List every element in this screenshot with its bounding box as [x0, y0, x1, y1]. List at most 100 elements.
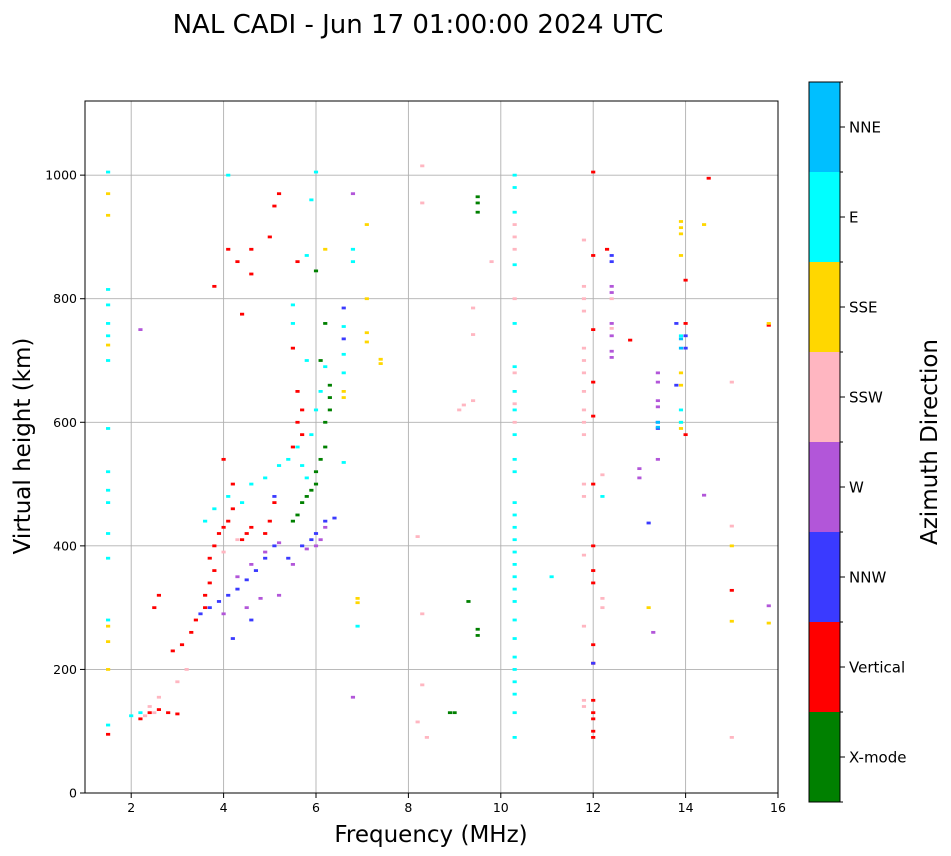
- data-point: [313, 170, 319, 174]
- data-point: [628, 338, 633, 342]
- data-point: [512, 736, 517, 739]
- data-point: [212, 569, 217, 572]
- data-point: [420, 164, 425, 168]
- data-point: [323, 420, 328, 424]
- data-point: [106, 618, 111, 622]
- y-tick-label: 1000: [45, 168, 77, 183]
- data-point: [290, 303, 295, 307]
- data-point: [581, 408, 587, 412]
- data-point: [221, 550, 226, 554]
- x-tick-label: 8: [404, 800, 412, 815]
- data-point: [364, 223, 369, 226]
- data-point: [106, 624, 111, 628]
- data-point: [216, 600, 222, 603]
- data-point: [729, 588, 734, 592]
- data-point: [420, 612, 425, 616]
- data-points: [106, 164, 771, 739]
- data-point: [678, 383, 684, 387]
- data-point: [106, 192, 111, 196]
- data-point: [341, 352, 346, 356]
- data-point: [235, 260, 240, 264]
- data-point: [300, 408, 305, 412]
- x-tick-label: 4: [220, 800, 228, 815]
- data-point: [203, 606, 208, 610]
- data-point: [512, 711, 517, 715]
- data-point: [276, 541, 282, 545]
- data-point: [332, 516, 337, 520]
- data-point: [678, 254, 684, 257]
- data-point: [683, 334, 688, 338]
- data-point: [313, 532, 319, 535]
- data-point: [512, 365, 517, 369]
- data-point: [646, 521, 651, 525]
- data-point: [729, 736, 734, 739]
- data-point: [678, 371, 684, 375]
- data-point: [323, 322, 328, 325]
- series-vertical: [106, 170, 771, 739]
- data-point: [221, 612, 226, 616]
- data-point: [295, 260, 300, 264]
- data-point: [489, 260, 494, 264]
- colorbar-segment: [809, 532, 840, 622]
- colorbar-segment: [809, 172, 840, 262]
- data-point: [106, 532, 111, 535]
- data-point: [609, 349, 614, 353]
- series-x-mode: [290, 195, 480, 715]
- data-point: [230, 482, 235, 486]
- data-point: [655, 420, 660, 424]
- data-point: [193, 618, 198, 622]
- x-tick-label: 12: [585, 800, 601, 815]
- colorbar-tick-label: SSE: [849, 299, 878, 317]
- data-point: [249, 525, 254, 529]
- data-point: [591, 698, 596, 702]
- data-point: [350, 192, 356, 196]
- data-point: [364, 331, 369, 335]
- data-point: [276, 593, 282, 597]
- data-point: [106, 322, 111, 325]
- data-point: [300, 433, 305, 437]
- data-point: [678, 337, 684, 341]
- data-point: [318, 359, 323, 362]
- data-point: [420, 201, 425, 205]
- data-point: [729, 619, 734, 623]
- data-point: [221, 457, 226, 461]
- y-axis-ticks: 0 200 400 600 800 1000: [45, 168, 85, 801]
- data-point: [249, 247, 254, 251]
- data-point: [471, 333, 476, 336]
- data-point: [156, 695, 161, 699]
- data-point: [207, 556, 212, 560]
- data-point: [166, 711, 171, 715]
- data-point: [512, 618, 517, 622]
- data-point: [549, 575, 554, 579]
- x-axis-label: Frequency (MHz): [334, 822, 527, 848]
- data-point: [106, 488, 111, 492]
- data-point: [512, 186, 517, 189]
- data-point: [591, 581, 596, 585]
- data-point: [212, 544, 217, 548]
- data-point: [512, 210, 517, 214]
- data-point: [106, 343, 111, 347]
- data-point: [604, 247, 610, 251]
- data-point: [512, 655, 517, 659]
- data-point: [646, 606, 651, 610]
- data-point: [766, 604, 771, 608]
- data-point: [591, 482, 596, 486]
- data-point: [313, 470, 319, 474]
- data-point: [350, 247, 356, 251]
- data-point: [512, 408, 517, 412]
- colorbar-tick-label: NNE: [849, 119, 881, 137]
- data-point: [341, 396, 346, 399]
- data-point: [591, 380, 596, 384]
- series-w: [138, 192, 771, 699]
- data-point: [591, 643, 596, 647]
- data-point: [512, 587, 517, 591]
- data-point: [674, 383, 679, 387]
- data-point: [309, 433, 314, 437]
- data-point: [655, 457, 660, 461]
- data-point: [253, 569, 259, 572]
- data-point: [106, 556, 111, 560]
- data-point: [729, 544, 734, 548]
- data-point: [591, 170, 596, 174]
- data-point: [156, 708, 161, 711]
